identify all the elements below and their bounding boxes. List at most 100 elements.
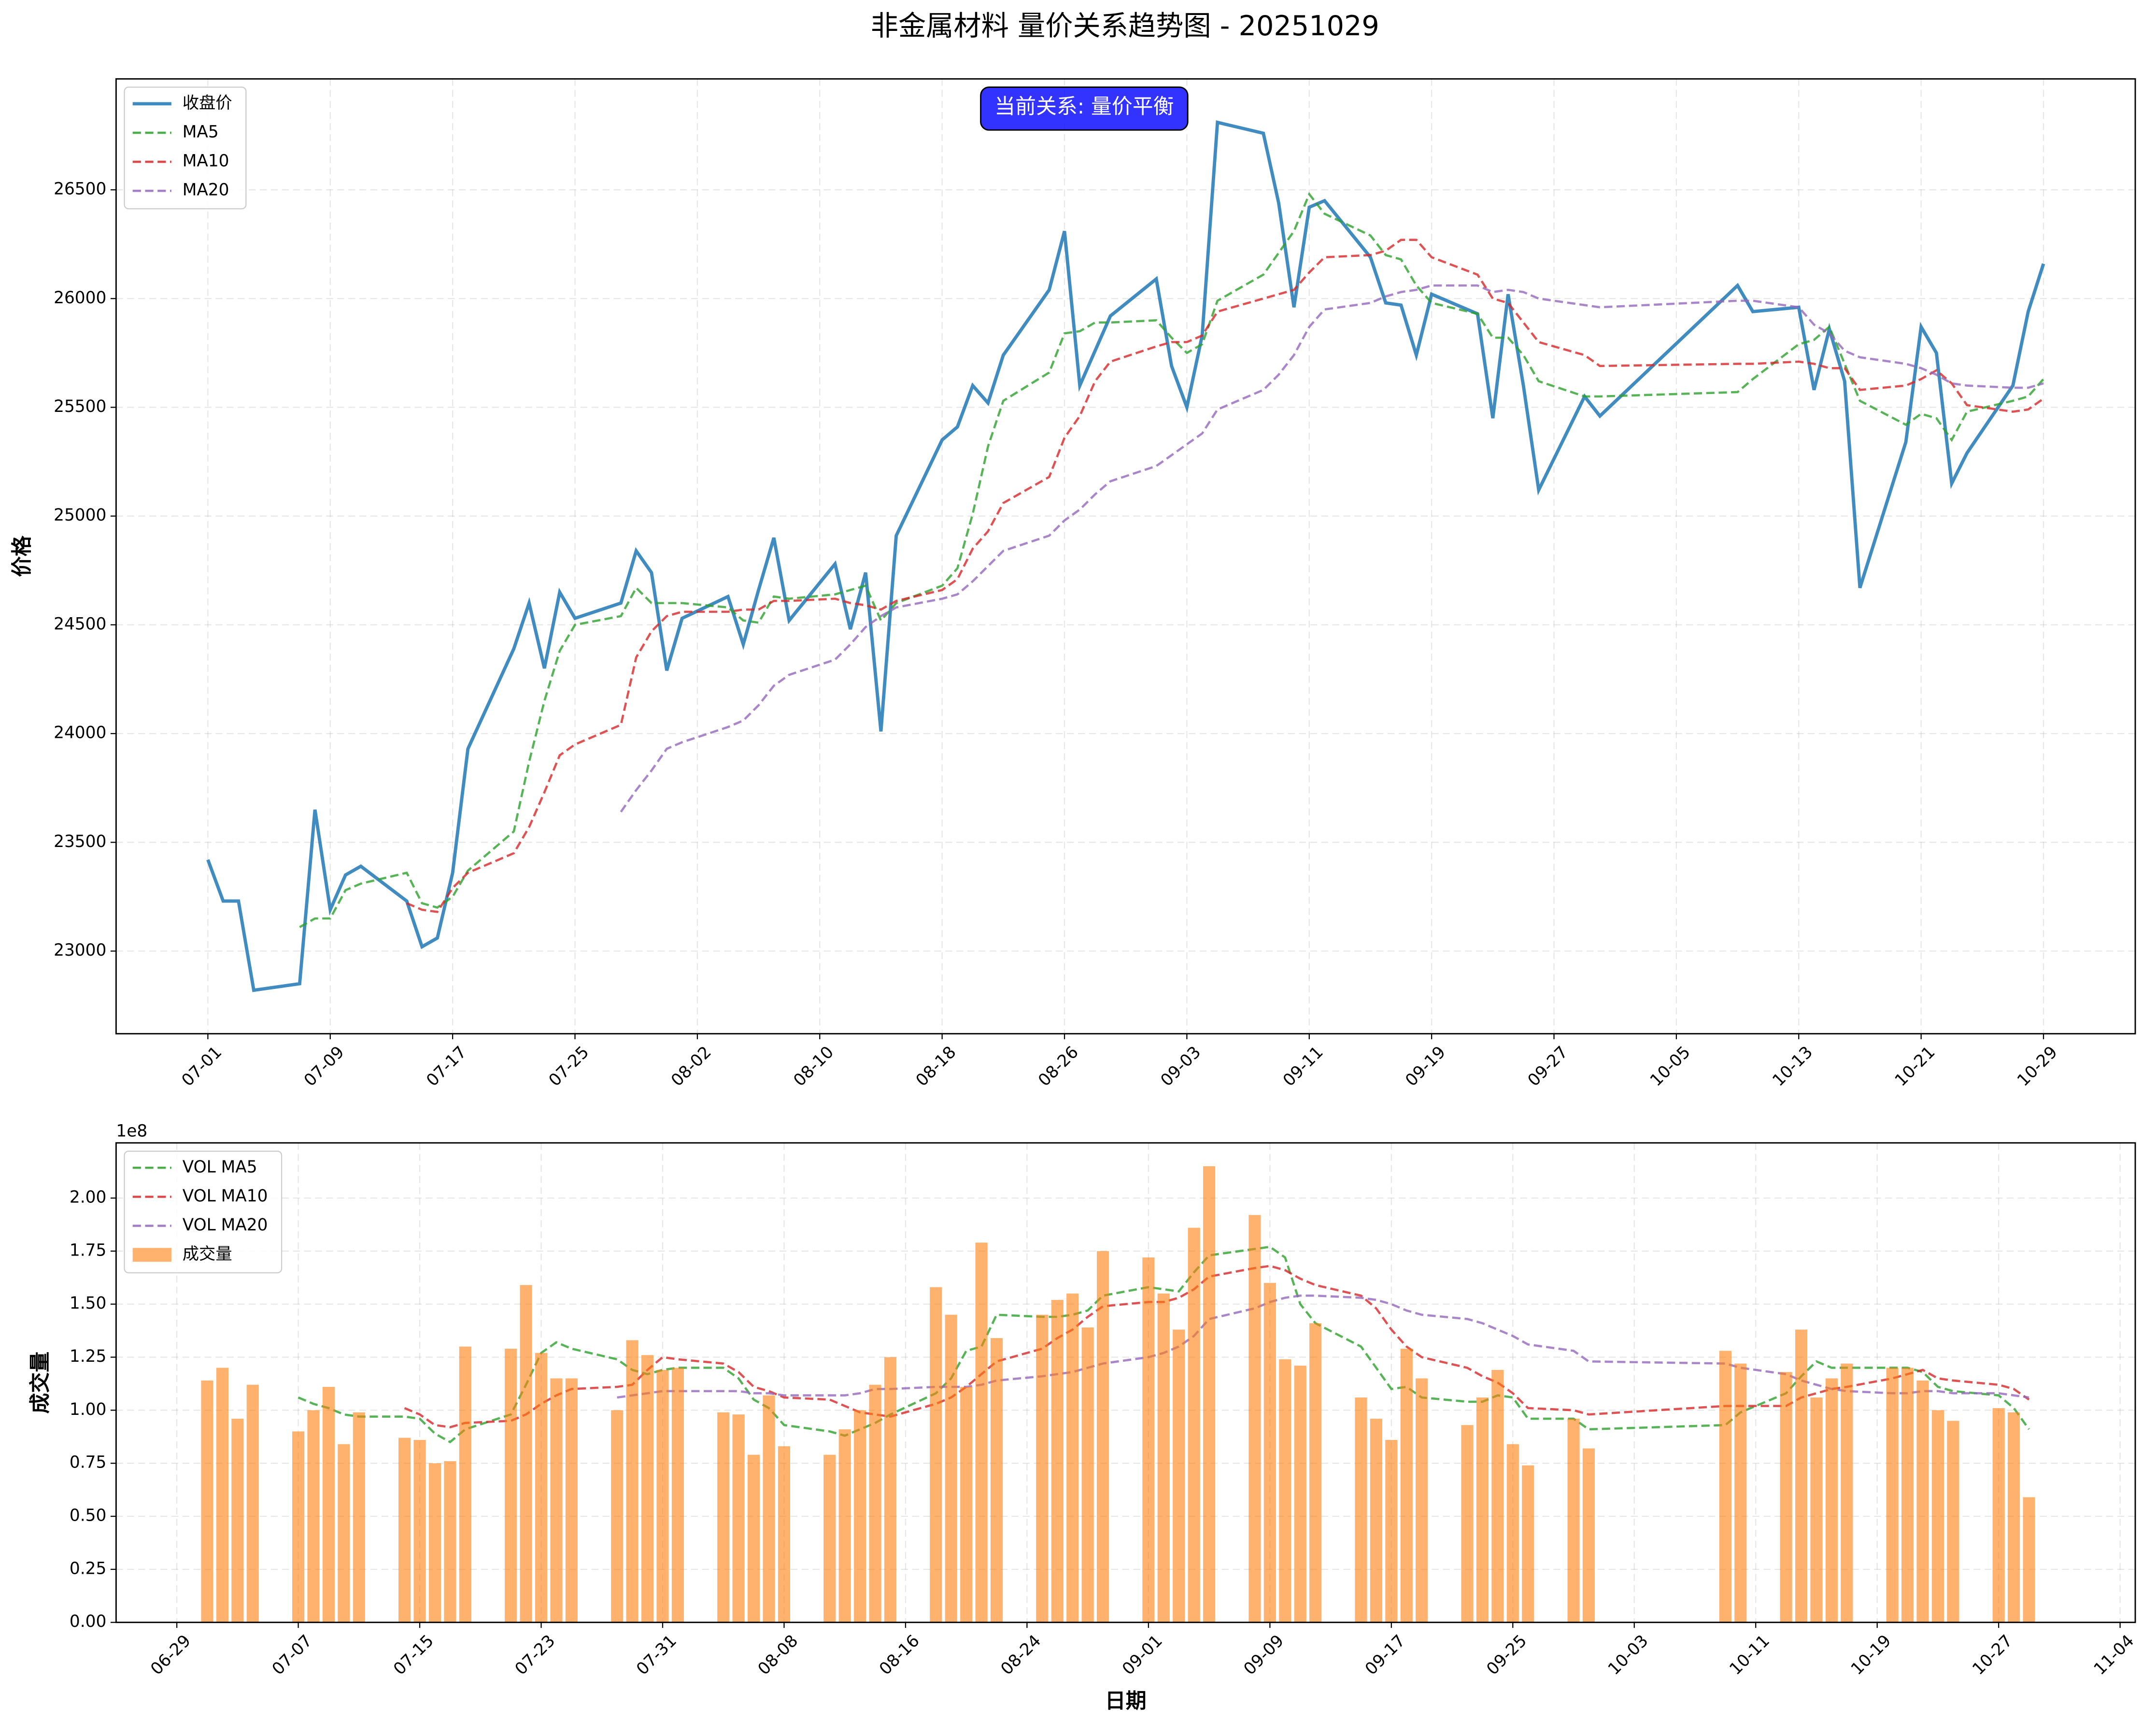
bar: [444, 1461, 456, 1623]
price-line: [206, 120, 2045, 992]
bar: [884, 1357, 897, 1623]
legend-swatch: [132, 1248, 171, 1262]
y-tick-label: 23500: [54, 832, 106, 851]
bar: [611, 1410, 624, 1623]
offset-label: 1e8: [116, 1121, 147, 1141]
bar: [231, 1418, 244, 1623]
y-tick-label: 26500: [54, 180, 106, 199]
bar: [1506, 1444, 1519, 1623]
y-tick-label: 25500: [54, 397, 106, 416]
y-axis-label: 成交量: [28, 1352, 52, 1414]
bar: [1263, 1283, 1276, 1623]
bar: [398, 1438, 411, 1623]
bar: [505, 1348, 517, 1623]
y-tick-label: 23000: [54, 941, 106, 960]
ma-line: [620, 284, 2044, 813]
bar: [1096, 1251, 1109, 1623]
bar: [1947, 1421, 1959, 1623]
bar: [1142, 1257, 1155, 1623]
bar: [869, 1384, 881, 1623]
bar: [1400, 1348, 1413, 1623]
bar: [292, 1431, 305, 1623]
bar: [1795, 1329, 1808, 1623]
bar: [671, 1368, 684, 1623]
bar: [1309, 1323, 1322, 1623]
legend-label: 收盘价: [183, 93, 232, 113]
bar: [1522, 1465, 1534, 1623]
bar: [2008, 1412, 2020, 1623]
bar: [1901, 1368, 1914, 1623]
bar: [945, 1314, 957, 1623]
y-tick-label: 0.25: [70, 1559, 106, 1578]
legend-label: VOL MA5: [183, 1157, 257, 1177]
bar: [778, 1446, 791, 1623]
legend-box: [124, 86, 247, 210]
x-axis-label: 日期: [1105, 1689, 1147, 1713]
bar: [1416, 1378, 1428, 1623]
bar: [1810, 1397, 1823, 1623]
bar: [1051, 1299, 1064, 1623]
y-tick-label: 1.75: [70, 1241, 106, 1260]
bar: [854, 1410, 866, 1623]
bar: [1886, 1368, 1899, 1623]
bar: [2023, 1497, 2035, 1623]
bar: [550, 1378, 563, 1623]
bar: [656, 1369, 669, 1623]
annotation-box: [980, 86, 1189, 131]
y-tick-label: 0.75: [70, 1453, 106, 1472]
bar: [1279, 1359, 1291, 1623]
bar: [246, 1384, 259, 1623]
bar: [626, 1340, 638, 1623]
bar: [1916, 1380, 1929, 1623]
bar: [459, 1346, 471, 1623]
bar: [1931, 1410, 1944, 1623]
bar: [1841, 1363, 1853, 1623]
bar: [975, 1242, 988, 1623]
bar: [1476, 1397, 1489, 1623]
plot-frame: [115, 78, 2136, 1035]
legend: VOL MA5 VOL MA10 VOL MA20 成交量: [124, 1150, 283, 1273]
legend-label: VOL MA20: [183, 1215, 268, 1235]
y-tick-label: 1.00: [70, 1400, 106, 1419]
bar: [1461, 1425, 1474, 1623]
bar: [1582, 1448, 1595, 1623]
y-tick-label: 1.25: [70, 1347, 106, 1366]
y-tick-label: 24000: [54, 723, 106, 743]
bar: [838, 1429, 851, 1623]
bar: [353, 1412, 365, 1623]
bar: [1157, 1293, 1170, 1623]
bar: [1248, 1215, 1261, 1623]
bar: [565, 1378, 578, 1623]
bar: [216, 1368, 228, 1623]
y-tick-label: 0.50: [70, 1506, 106, 1525]
bar: [990, 1338, 1003, 1623]
bar: [732, 1414, 745, 1623]
legend-label: MA20: [183, 181, 229, 200]
bar: [930, 1287, 942, 1623]
bar: [428, 1463, 441, 1623]
annotation-text: 当前关系: 量价平衡: [994, 95, 1174, 119]
y-tick-label: 2.00: [70, 1187, 106, 1207]
chart-title: 非金属材料 量价关系趋势图 - 20251029: [871, 10, 1379, 42]
y-tick-label: 0.00: [70, 1612, 106, 1631]
y-tick-label: 26000: [54, 288, 106, 308]
bar: [1780, 1372, 1792, 1623]
bar: [1734, 1363, 1747, 1623]
bar: [520, 1285, 532, 1623]
bar: [1203, 1166, 1216, 1623]
bar: [1173, 1329, 1185, 1623]
bar: [1370, 1418, 1382, 1623]
y-tick-label: 25000: [54, 506, 106, 525]
bar: [1066, 1293, 1079, 1623]
bar: [1992, 1408, 2005, 1623]
bar: [641, 1355, 654, 1623]
bar: [1491, 1369, 1504, 1623]
bar: [960, 1387, 973, 1623]
ma-line: [617, 1294, 2029, 1399]
plot-frame: [115, 1142, 2136, 1623]
bar: [1355, 1397, 1367, 1623]
bar: [1188, 1228, 1200, 1623]
bar: [1081, 1327, 1094, 1623]
ma-line: [406, 239, 2044, 913]
